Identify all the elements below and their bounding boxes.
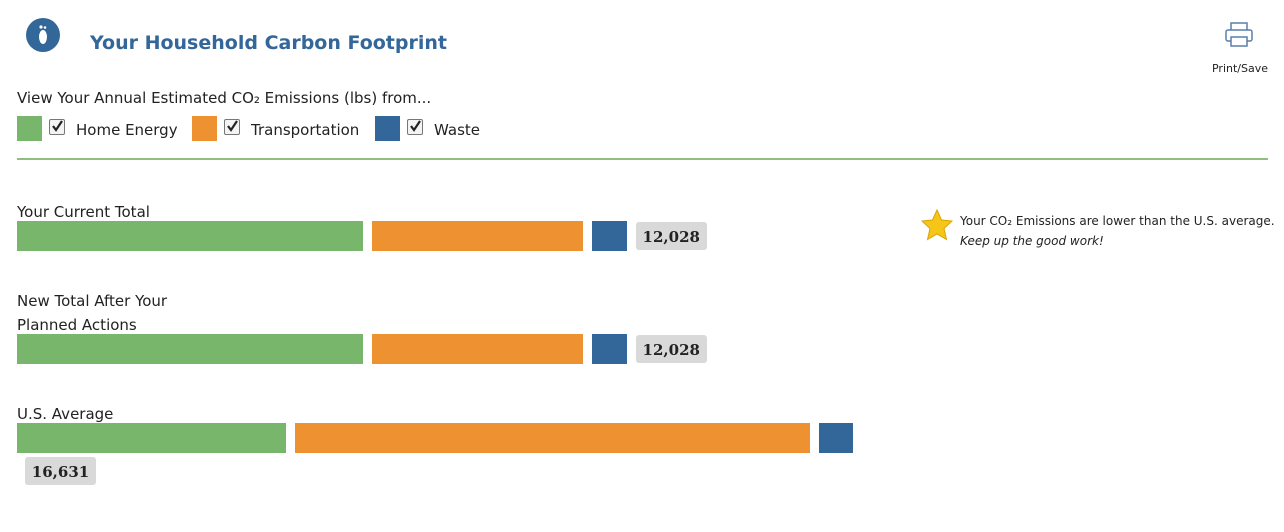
- bar-segment: [591, 334, 627, 364]
- legend-swatch: [192, 116, 217, 141]
- legend-swatch: [17, 116, 42, 141]
- note: Keep up the good work!: [960, 234, 1104, 248]
- category-label: Your Current Total: [17, 203, 150, 221]
- legend-label: Transportation: [251, 121, 360, 139]
- print-icon[interactable]: [1225, 22, 1253, 48]
- bar-segment: [371, 221, 583, 251]
- subtitle: View Your Annual Estimated CO₂ Emissions…: [17, 89, 432, 107]
- print-save[interactable]: Print/Save: [1211, 62, 1268, 75]
- footprint-icon: [26, 18, 60, 52]
- bar-segment: [17, 423, 286, 453]
- total-label: 12,028: [635, 335, 707, 363]
- bar-segment: [371, 334, 583, 364]
- checkbox[interactable]: [407, 119, 423, 135]
- bar-segment: [294, 423, 811, 453]
- total-label: 16,631: [25, 457, 96, 485]
- legend-label: Home Energy: [76, 121, 178, 139]
- divider: [17, 158, 1268, 160]
- title: Your Household Carbon Footprint: [90, 32, 447, 54]
- checkbox[interactable]: [224, 119, 240, 135]
- checkbox[interactable]: [49, 119, 65, 135]
- category-label: U.S. Average: [17, 405, 114, 423]
- category-label: New Total After Your Planned Actions: [17, 292, 168, 334]
- bar-segment: [819, 423, 854, 453]
- bar-segment: [591, 221, 627, 251]
- total-label: 12,028: [635, 222, 707, 250]
- bar-segment: [17, 334, 363, 364]
- legend-label: Waste: [434, 121, 480, 139]
- star-icon: [921, 209, 953, 241]
- legend-swatch: [375, 116, 400, 141]
- bar-segment: [17, 221, 363, 251]
- note: Your CO₂ Emissions are lower than the U.…: [960, 214, 1275, 228]
